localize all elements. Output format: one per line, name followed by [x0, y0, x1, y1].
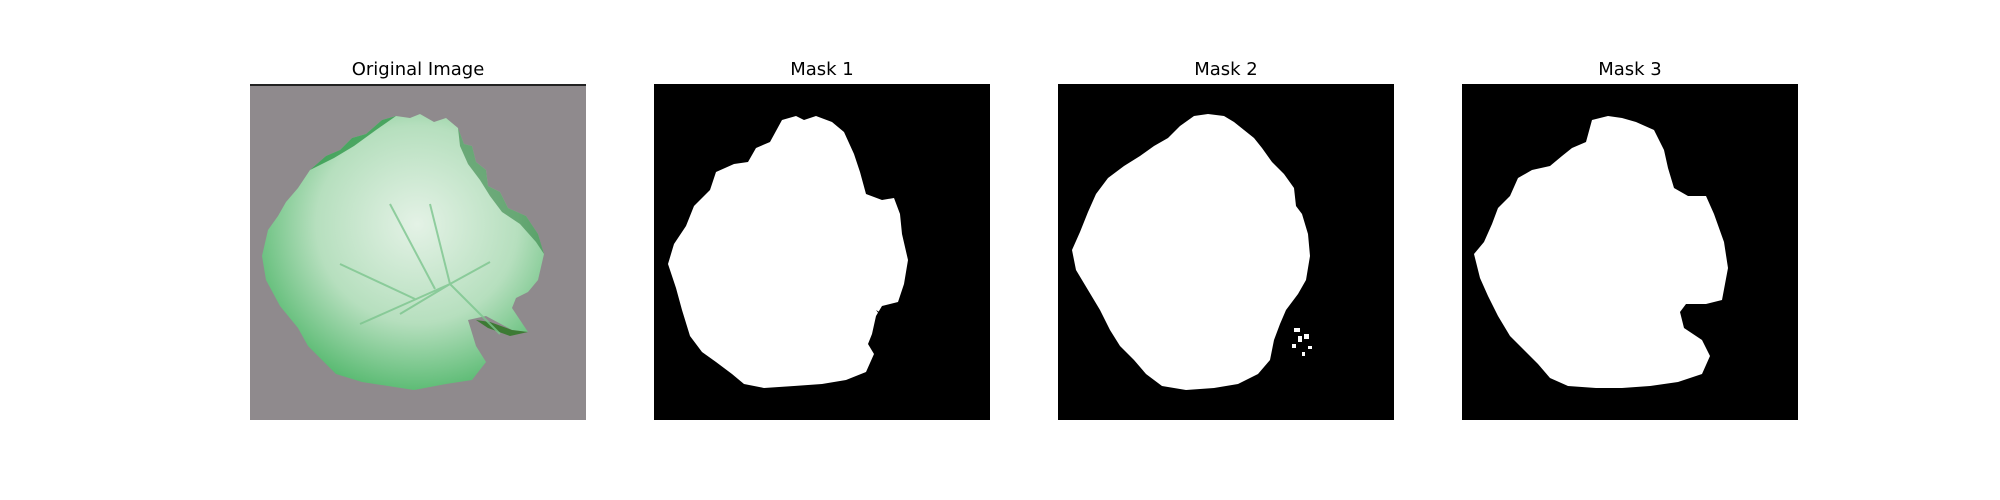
panel-title-mask-2: Mask 2	[1058, 58, 1394, 82]
mask-2-image	[1058, 84, 1394, 420]
mask-1-image	[654, 84, 990, 420]
mask-3-image	[1462, 84, 1798, 420]
mask-2-panel	[1058, 84, 1394, 420]
original-image-panel	[250, 84, 586, 420]
mask-1-panel	[654, 84, 990, 420]
original-image	[250, 84, 586, 420]
mask-3-panel	[1462, 84, 1798, 420]
panel-title-original: Original Image	[250, 58, 586, 82]
panel-title-mask-3: Mask 3	[1462, 58, 1798, 82]
panel-title-mask-1: Mask 1	[654, 58, 990, 82]
